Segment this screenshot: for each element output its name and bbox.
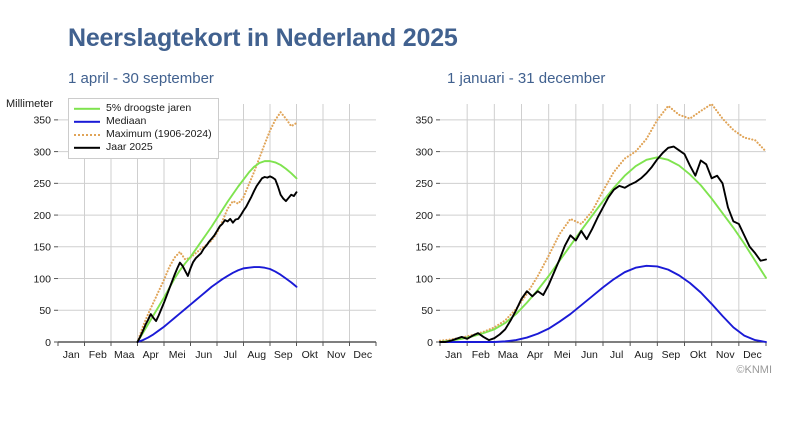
plot-area-right: 0 50 100 150 200 250 300 350 Jan Feb Maa Apr Mei Jun J… xyxy=(415,102,768,361)
svg-text:50: 50 xyxy=(421,305,433,317)
svg-text:0: 0 xyxy=(45,337,51,349)
svg-text:Sep: Sep xyxy=(662,349,681,361)
svg-text:Okt: Okt xyxy=(690,349,706,361)
svg-text:150: 150 xyxy=(33,242,51,254)
svg-text:Maa: Maa xyxy=(114,349,135,361)
panel-subtitle-left: 1 april - 30 september xyxy=(68,70,214,87)
svg-text:Feb: Feb xyxy=(472,349,490,361)
legend-left: 5% droogste jaren Mediaan Maximum (1906-… xyxy=(68,98,219,159)
svg-text:Nov: Nov xyxy=(327,349,346,361)
svg-text:100: 100 xyxy=(415,273,433,285)
svg-text:250: 250 xyxy=(33,178,51,190)
legend-label-mediaan: Mediaan xyxy=(106,115,147,127)
svg-text:Apr: Apr xyxy=(143,349,160,361)
series-line xyxy=(439,156,767,343)
legend-swatch-maximum xyxy=(74,130,100,140)
series-line xyxy=(439,264,767,343)
svg-text:Sep: Sep xyxy=(274,349,293,361)
svg-text:100: 100 xyxy=(33,273,51,285)
svg-text:Aug: Aug xyxy=(634,349,653,361)
series-line xyxy=(439,145,767,343)
page-title: Neerslagtekort in Nederland 2025 xyxy=(68,24,458,52)
svg-text:Maa: Maa xyxy=(498,349,519,361)
legend-item-droogste: 5% droogste jaren xyxy=(74,102,212,115)
svg-text:Okt: Okt xyxy=(302,349,318,361)
svg-text:Dec: Dec xyxy=(353,349,372,361)
svg-text:Jul: Jul xyxy=(224,349,237,361)
svg-text:200: 200 xyxy=(33,210,51,222)
legend-item-maximum: Maximum (1906-2024) xyxy=(74,128,212,141)
svg-text:Mei: Mei xyxy=(169,349,186,361)
svg-text:350: 350 xyxy=(415,115,433,127)
copyright-notice: ©KNMI xyxy=(736,364,772,376)
svg-text:300: 300 xyxy=(415,146,433,158)
svg-text:0: 0 xyxy=(427,337,433,349)
series-line xyxy=(438,102,768,342)
svg-text:Jun: Jun xyxy=(195,349,212,361)
legend-swatch-mediaan xyxy=(74,117,100,127)
series-line xyxy=(136,111,298,344)
svg-text:Feb: Feb xyxy=(89,349,107,361)
legend-label-jaar2025: Jaar 2025 xyxy=(106,141,153,153)
svg-text:Dec: Dec xyxy=(743,349,762,361)
svg-text:Jun: Jun xyxy=(581,349,598,361)
panel-subtitle-right: 1 januari - 31 december xyxy=(447,70,606,87)
svg-text:Apr: Apr xyxy=(527,349,544,361)
legend-label-maximum: Maximum (1906-2024) xyxy=(106,128,212,140)
series-line xyxy=(136,175,298,343)
svg-text:150: 150 xyxy=(415,242,433,254)
svg-text:Jul: Jul xyxy=(610,349,623,361)
legend-item-mediaan: Mediaan xyxy=(74,115,212,128)
svg-text:Nov: Nov xyxy=(716,349,735,361)
svg-text:200: 200 xyxy=(415,210,433,222)
svg-text:250: 250 xyxy=(415,178,433,190)
series-line xyxy=(136,160,298,343)
legend-swatch-droogste xyxy=(74,104,100,114)
svg-text:Aug: Aug xyxy=(247,349,266,361)
y-axis-unit-label-left: Millimeter xyxy=(6,98,54,110)
svg-text:Mei: Mei xyxy=(554,349,571,361)
svg-text:300: 300 xyxy=(33,146,51,158)
legend-item-jaar2025: Jaar 2025 xyxy=(74,141,212,154)
legend-label-droogste: 5% droogste jaren xyxy=(106,102,192,114)
svg-text:Jan: Jan xyxy=(63,349,80,361)
svg-text:Jan: Jan xyxy=(445,349,462,361)
svg-text:50: 50 xyxy=(39,305,51,317)
series-line xyxy=(136,266,298,343)
svg-text:350: 350 xyxy=(33,115,51,127)
legend-swatch-jaar2025 xyxy=(74,143,100,153)
